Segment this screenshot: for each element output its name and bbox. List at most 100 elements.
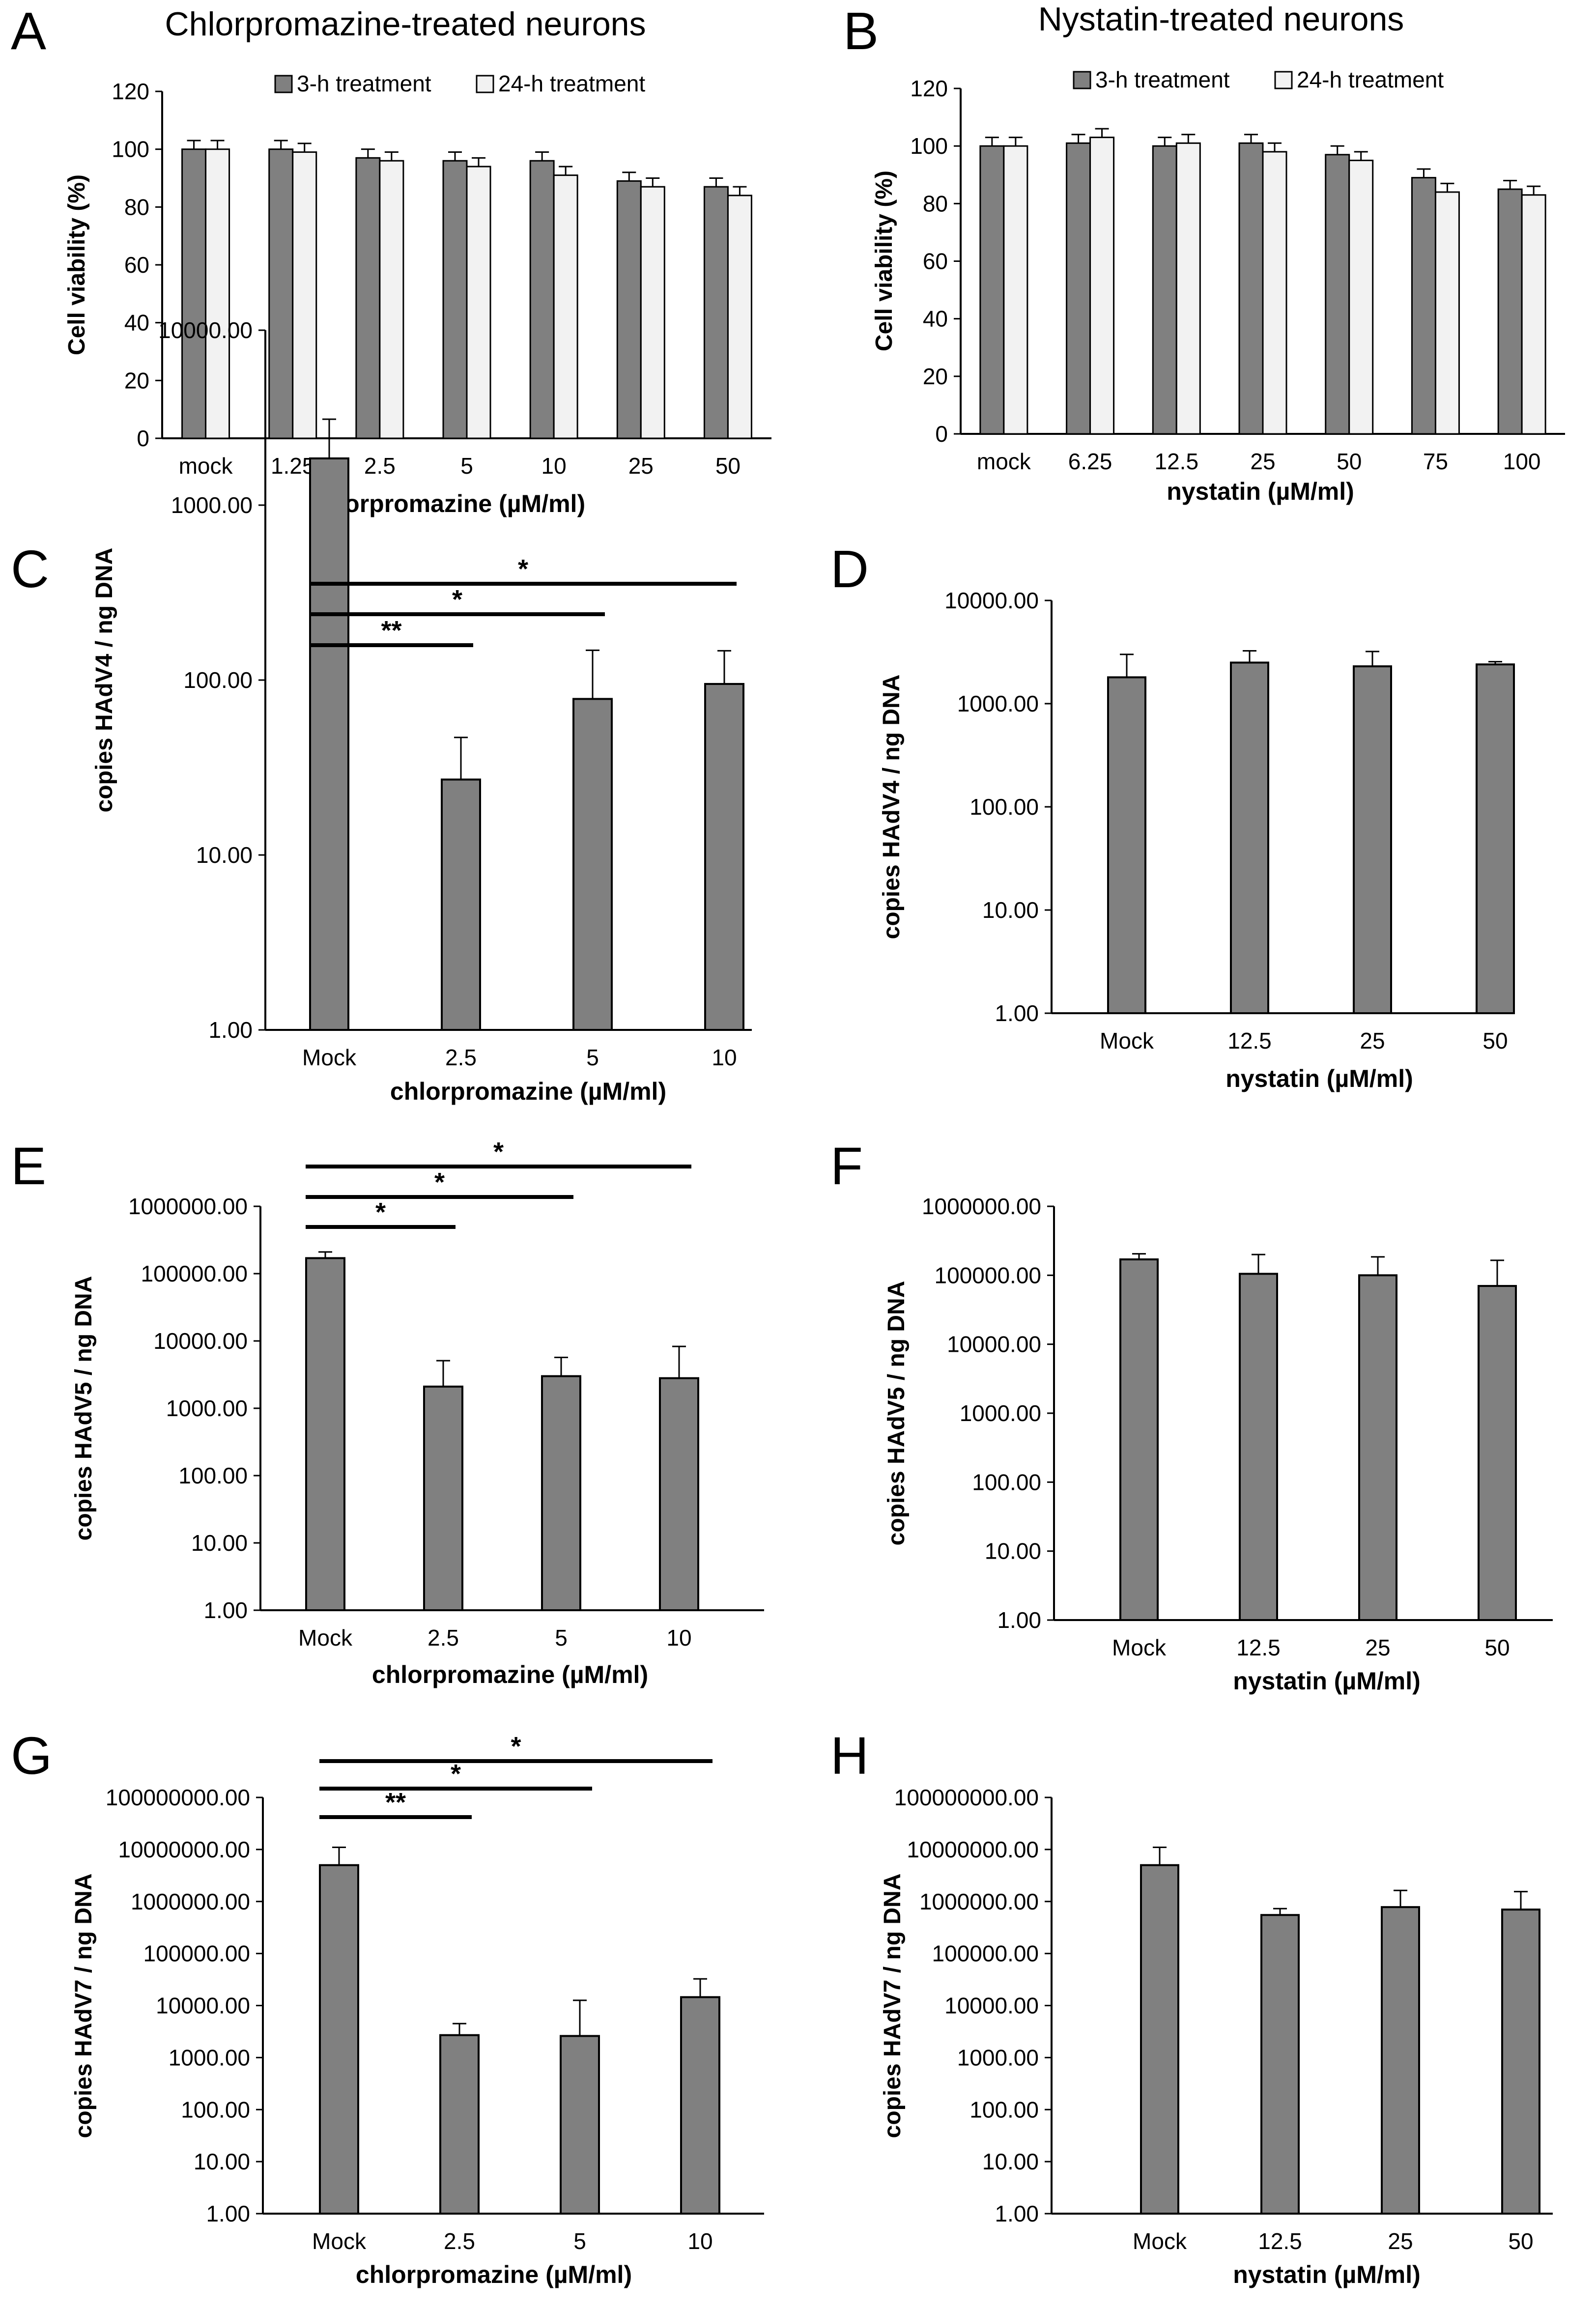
y-tick-label: 100000.00 [141, 1261, 248, 1286]
x-tick-label: 10 [687, 2228, 712, 2254]
x-tick-label: 12.5 [1258, 2228, 1302, 2254]
bar [423, 1385, 463, 1611]
x-tick-label: 10 [666, 1625, 691, 1651]
bar [1501, 1908, 1540, 2215]
bar [1066, 142, 1091, 435]
significance-marker: ** [385, 1788, 406, 1817]
bar [560, 2035, 600, 2215]
y-tick-label: 10000.00 [947, 1332, 1041, 1357]
y-tick-label: 100000.00 [935, 1262, 1041, 1288]
y-tick-label: 60 [124, 252, 149, 278]
bar [1434, 191, 1460, 435]
y-tick-label: 40 [124, 310, 149, 336]
x-tick-label: 5 [586, 1045, 599, 1070]
bar [1230, 661, 1269, 1014]
y-tick-label: 1000000.00 [131, 1889, 250, 1914]
bar [181, 148, 207, 439]
x-tick-label: Mock [302, 1045, 357, 1070]
legend-entry: 3-h treatment [1095, 67, 1230, 92]
y-tick-label: 10.00 [191, 1530, 248, 1556]
bar [703, 186, 729, 439]
y-tick-label: 1.00 [995, 1000, 1039, 1026]
y-tick-label: 1.00 [203, 1597, 248, 1623]
bar [1239, 1273, 1278, 1622]
y-tick-label: 1.00 [995, 2201, 1039, 2226]
y-tick-label: 1.00 [997, 1607, 1041, 1633]
x-tick-label: Mock [298, 1625, 353, 1651]
y-tick-label: 10000.00 [944, 1993, 1039, 2019]
panel-label: B [843, 1, 879, 60]
y-tick-label: 100000000.00 [106, 1785, 250, 1810]
x-tick-label: 5 [460, 453, 473, 479]
legend-entry: 24-h treatment [1297, 67, 1444, 92]
significance-marker: * [518, 554, 528, 584]
x-tick-label: 75 [1423, 449, 1448, 474]
bar [1497, 188, 1523, 435]
y-tick-label: 10000000.00 [118, 1837, 250, 1862]
bar [1119, 1258, 1159, 1621]
bar [466, 166, 491, 439]
y-axis-label: Cell viability (%) [871, 171, 897, 351]
bar [541, 1375, 581, 1611]
y-tick-label: 0 [935, 421, 948, 447]
significance-marker: * [451, 1759, 461, 1789]
bar [1140, 1864, 1179, 2215]
x-tick-label: Mock [312, 2228, 367, 2254]
x-axis-label: nystatin (µM/ml) [1233, 1667, 1421, 1695]
x-axis-label: chlorpromazine (µM/ml) [390, 1078, 666, 1105]
x-tick-label: 10 [542, 453, 567, 479]
x-axis-label: chlorpromazine (µM/ml) [356, 2261, 632, 2288]
legend-swatch [274, 75, 293, 93]
bar [1478, 1285, 1517, 1622]
legend-swatch [1274, 71, 1293, 89]
legend-swatch [476, 75, 494, 93]
bar [727, 195, 752, 439]
bar [1260, 1914, 1300, 2215]
y-tick-label: 10.00 [982, 897, 1039, 923]
bar [1411, 177, 1436, 435]
y-tick-label: 10.00 [985, 1538, 1041, 1564]
panel-label: H [830, 1726, 869, 1785]
y-tick-label: 1000000.00 [922, 1194, 1041, 1219]
y-tick-label: 1000.00 [957, 691, 1039, 716]
bar [659, 1377, 699, 1611]
y-tick-label: 1000.00 [169, 2045, 250, 2070]
legend-entry: 24-h treatment [498, 71, 645, 96]
y-tick-label: 100.00 [969, 794, 1039, 820]
x-axis-label: chlorpromazine (µM/ml) [309, 490, 585, 517]
x-axis-label: nystatin (µM/ml) [1233, 2261, 1421, 2288]
y-tick-label: 100 [910, 133, 948, 159]
x-tick-label: 25 [1388, 2228, 1413, 2254]
x-axis-label: nystatin (µM/ml) [1226, 1065, 1413, 1092]
y-tick-label: 100.00 [183, 667, 253, 693]
significance-marker: * [511, 1732, 521, 1761]
y-tick-label: 1000000.00 [919, 1889, 1039, 1914]
y-tick-label: 40 [923, 306, 948, 332]
y-tick-label: 10000.00 [153, 1328, 248, 1354]
y-tick-label: 100.00 [178, 1463, 248, 1488]
bar [1003, 145, 1028, 435]
x-tick-label: 5 [555, 1625, 568, 1651]
x-tick-label: mock [179, 453, 233, 479]
bar [292, 151, 317, 439]
y-axis-label: copies HAdV7 / ng DNA [71, 1874, 97, 2138]
significance-marker: * [375, 1197, 386, 1227]
bar [309, 457, 349, 1031]
y-tick-label: 1000.00 [957, 2045, 1039, 2070]
bar [441, 778, 481, 1031]
x-tick-label: 2.5 [445, 1045, 477, 1070]
bar [529, 160, 555, 439]
x-tick-label: 1.25 [271, 453, 315, 479]
significance-marker: * [493, 1137, 504, 1167]
x-axis-label: nystatin (µM/ml) [1167, 478, 1354, 505]
x-tick-label: 25 [1365, 1635, 1390, 1660]
x-tick-label: Mock [1133, 2228, 1187, 2254]
y-tick-label: 20 [923, 364, 948, 389]
y-tick-label: 0 [137, 426, 149, 451]
x-tick-label: Mock [1100, 1028, 1154, 1054]
bar [1107, 676, 1146, 1015]
